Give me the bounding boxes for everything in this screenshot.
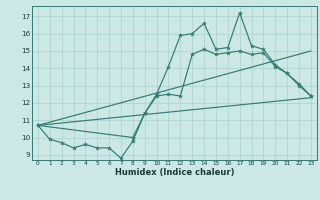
X-axis label: Humidex (Indice chaleur): Humidex (Indice chaleur) [115,168,234,177]
